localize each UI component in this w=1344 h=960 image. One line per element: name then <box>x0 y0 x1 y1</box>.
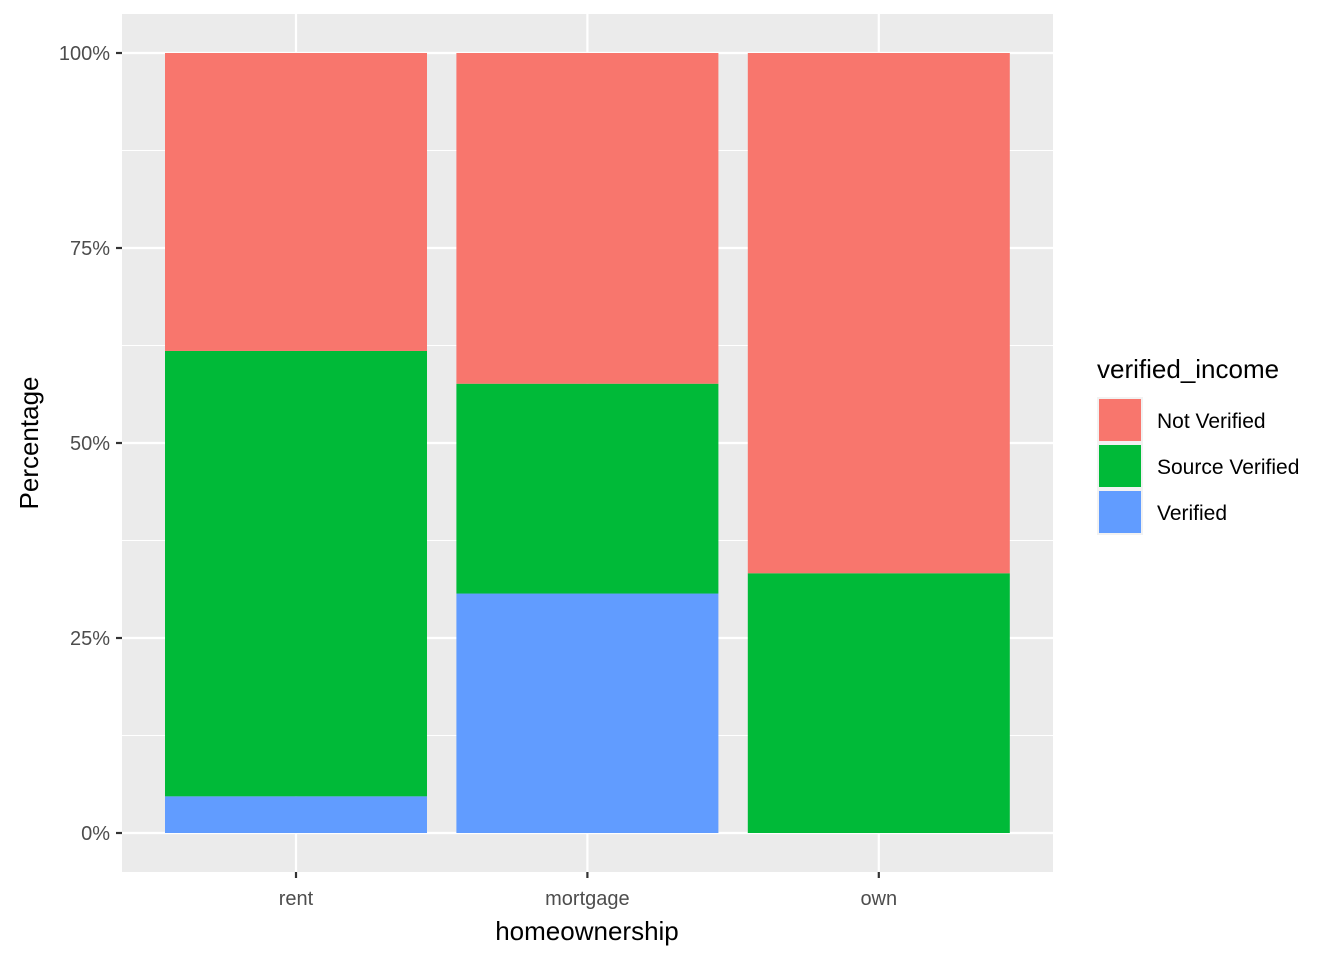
x-tick-label: mortgage <box>545 888 630 910</box>
legend-label: Verified <box>1157 502 1227 525</box>
legend-swatch <box>1099 445 1141 487</box>
legend-swatch <box>1099 491 1141 533</box>
y-tick-label: 0% <box>81 823 110 845</box>
y-tick-label: 100% <box>59 43 110 65</box>
legend-title: verified_income <box>1097 354 1279 384</box>
bar-rent-verified <box>165 796 427 833</box>
y-axis-title: Percentage <box>14 377 44 510</box>
x-axis-title: homeownership <box>495 916 679 946</box>
y-axis: 0% 25% 50% 75% 100% <box>59 43 122 845</box>
bar-own-not-verified <box>747 53 1010 574</box>
bar-mortgage-source-verified <box>456 383 719 594</box>
bar-rent-not-verified <box>165 53 427 351</box>
x-tick-label: own <box>860 888 897 910</box>
legend-label: Source Verified <box>1157 456 1299 479</box>
x-tick-label: rent <box>279 888 314 910</box>
bar-rent-source-verified <box>165 350 427 797</box>
y-tick-label: 50% <box>70 433 110 455</box>
bars <box>165 53 1010 833</box>
bar-mortgage-not-verified <box>456 53 719 384</box>
y-tick-label: 25% <box>70 628 110 650</box>
y-tick-label: 75% <box>70 238 110 260</box>
legend-label: Not Verified <box>1157 410 1266 433</box>
x-axis: rent mortgage own <box>279 872 897 910</box>
bar-own-source-verified <box>747 573 1010 833</box>
legend-swatch <box>1099 399 1141 441</box>
legend: verified_income Not Verified Source Verif… <box>1097 354 1299 535</box>
bar-mortgage-verified <box>456 593 719 833</box>
